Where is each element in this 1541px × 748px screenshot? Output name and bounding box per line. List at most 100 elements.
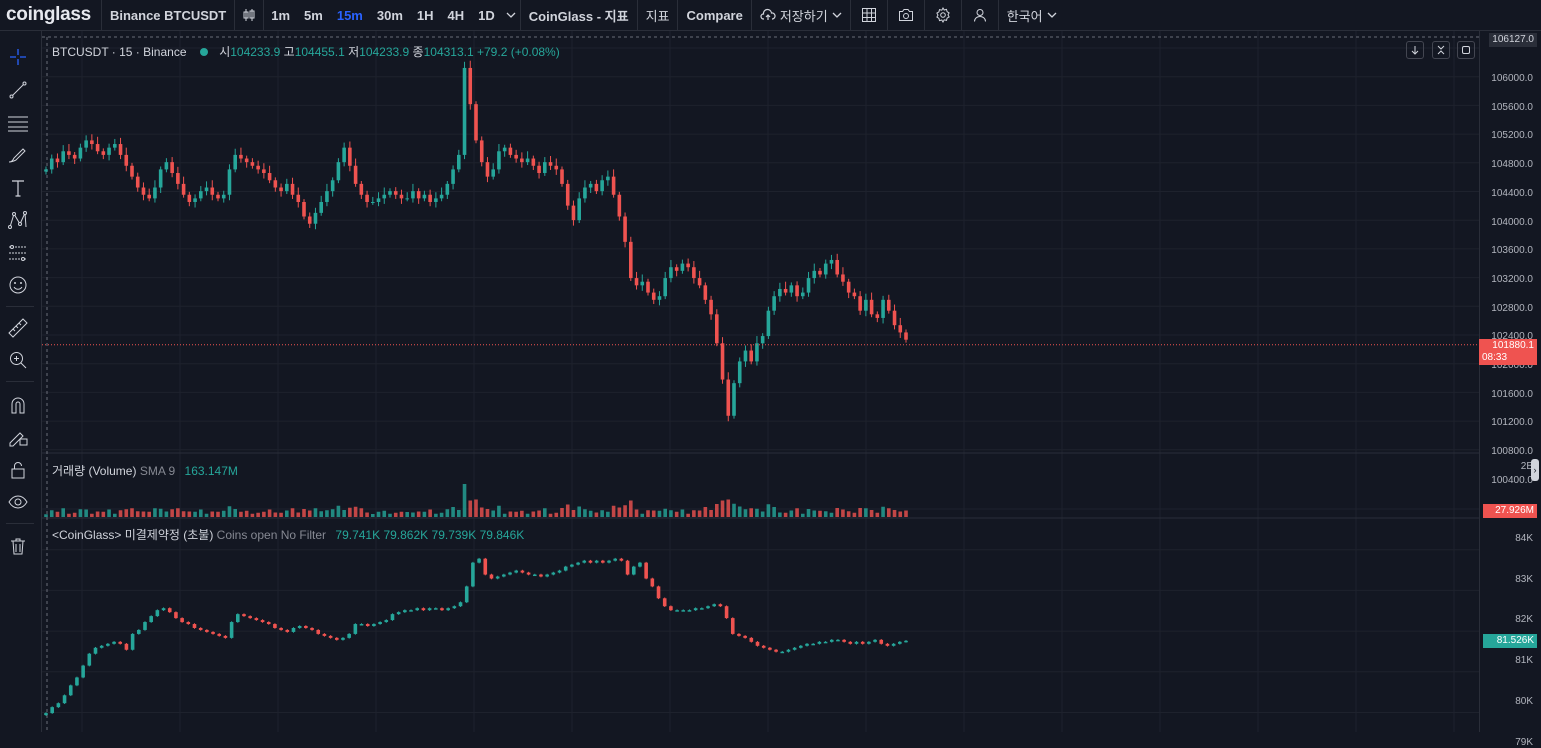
interval-4h[interactable]: 4H xyxy=(447,7,465,23)
coinglass-indicator-button[interactable]: CoinGlass - 지표 xyxy=(528,8,629,24)
crosshair-tool[interactable] xyxy=(4,43,32,71)
legend-close-value: 104313.1 xyxy=(423,45,474,59)
account-button[interactable] xyxy=(962,0,998,31)
save-button[interactable]: 저장하기 xyxy=(752,0,850,31)
chart-type-button[interactable] xyxy=(235,0,263,31)
smiley-icon xyxy=(9,276,27,294)
volume-bar xyxy=(760,511,765,517)
price-axis[interactable]: 106000.0 105600.0 105200.0 104800.0 104400.0… xyxy=(1479,31,1541,748)
volume-bar xyxy=(875,512,880,517)
candle-body xyxy=(491,169,495,177)
candle-body xyxy=(875,314,880,318)
candle-body xyxy=(686,263,690,268)
candle-body xyxy=(193,198,197,202)
candle-body xyxy=(663,278,667,297)
language-select[interactable]: 한국어 xyxy=(999,0,1065,31)
volume-bar xyxy=(520,510,524,517)
candle-body xyxy=(124,154,129,166)
volume-bar xyxy=(55,511,60,517)
collapse-pane-button[interactable] xyxy=(1432,41,1450,59)
screenshot-button[interactable] xyxy=(888,0,924,31)
text-tool[interactable] xyxy=(4,174,32,202)
crosshair-icon xyxy=(10,49,26,65)
symbol-search-button[interactable]: Binance BTCUSDT xyxy=(109,7,227,23)
measure-tool[interactable] xyxy=(4,314,32,342)
volume-bar xyxy=(279,512,283,517)
pattern-tool[interactable] xyxy=(4,206,32,234)
oi-candle-body xyxy=(904,640,908,643)
candle-body xyxy=(262,169,266,174)
legend-symbol[interactable]: BTCUSDT · 15 · Binance xyxy=(52,45,187,59)
volume-bar xyxy=(428,509,432,517)
volume-bar xyxy=(737,506,742,517)
oi-candle-body xyxy=(761,645,766,648)
indicator-button[interactable]: 지표 xyxy=(645,8,670,24)
volume-bar xyxy=(124,509,129,517)
horizontal-lines-tool[interactable] xyxy=(4,109,32,137)
oi-candle-body xyxy=(774,649,778,652)
chart-canvas[interactable] xyxy=(42,31,1479,732)
interval-30m[interactable]: 30m xyxy=(376,7,403,23)
volume-bar xyxy=(669,510,673,517)
candle-body xyxy=(462,67,467,155)
candle-body xyxy=(371,202,375,203)
move-pane-down-button[interactable] xyxy=(1406,41,1424,59)
volume-bar xyxy=(451,507,455,517)
divider xyxy=(960,0,962,31)
candle-body xyxy=(514,154,518,159)
candle-body xyxy=(399,194,404,199)
candle-body xyxy=(348,147,352,166)
oi-candle-body xyxy=(563,566,568,571)
candle-body xyxy=(353,165,358,184)
interval-dropdown-button[interactable] xyxy=(502,0,520,31)
candle-body xyxy=(457,154,461,170)
candle-body xyxy=(164,162,169,170)
remove-drawings-tool[interactable] xyxy=(4,532,32,560)
forecast-tool[interactable] xyxy=(4,239,32,267)
chevron-down-icon xyxy=(1047,12,1057,18)
oi-candle-body xyxy=(365,624,370,626)
candle-body xyxy=(852,292,857,297)
candle-body xyxy=(726,379,731,416)
grid-icon xyxy=(861,8,876,22)
interval-1m[interactable]: 1m xyxy=(271,7,291,23)
volume-bar xyxy=(829,512,834,517)
trend-line-tool[interactable] xyxy=(4,76,32,104)
candle-body xyxy=(600,180,604,192)
volume-bar xyxy=(147,511,151,517)
lock-drawings-tool[interactable] xyxy=(4,456,32,484)
interval-5m[interactable]: 5m xyxy=(304,7,323,23)
volume-bar xyxy=(560,508,564,517)
candle-body xyxy=(841,274,845,282)
candle-body xyxy=(812,270,817,279)
interval-1d[interactable]: 1D xyxy=(478,7,495,23)
oi-axis-label: 82K xyxy=(1515,614,1533,626)
emoji-tool[interactable] xyxy=(4,271,32,299)
expand-handle[interactable]: › xyxy=(1531,459,1539,481)
layout-button[interactable] xyxy=(851,0,887,31)
volume-bar xyxy=(852,512,857,517)
magnet-tool[interactable] xyxy=(4,391,32,419)
volume-bar xyxy=(611,505,616,517)
interval-15m[interactable]: 15m xyxy=(336,7,363,23)
oi-title[interactable]: <CoinGlass> 미결제약정 (초불) xyxy=(52,528,214,542)
coinglass-logo[interactable]: coinglass xyxy=(6,4,91,25)
candle-body xyxy=(795,285,799,297)
price-axis-label: 105600.0 xyxy=(1491,101,1533,113)
hide-drawings-tool[interactable] xyxy=(4,488,32,516)
maximize-pane-button[interactable] xyxy=(1457,41,1475,59)
candle-body xyxy=(170,162,174,174)
volume-bar xyxy=(623,505,627,517)
stay-in-drawing-tool[interactable] xyxy=(4,423,32,451)
chart-plot[interactable] xyxy=(42,31,1479,732)
volume-bar xyxy=(703,507,708,517)
zoom-in-tool[interactable] xyxy=(4,346,32,374)
interval-1h[interactable]: 1H xyxy=(416,7,434,23)
volume-bar xyxy=(365,512,369,517)
brush-tool[interactable] xyxy=(4,141,32,169)
compare-button[interactable]: Compare xyxy=(686,7,743,23)
settings-button[interactable] xyxy=(925,0,961,31)
oi-candle-body xyxy=(780,651,785,654)
volume-title[interactable]: 거래량 (Volume) xyxy=(52,464,137,478)
candle-body xyxy=(543,162,547,174)
